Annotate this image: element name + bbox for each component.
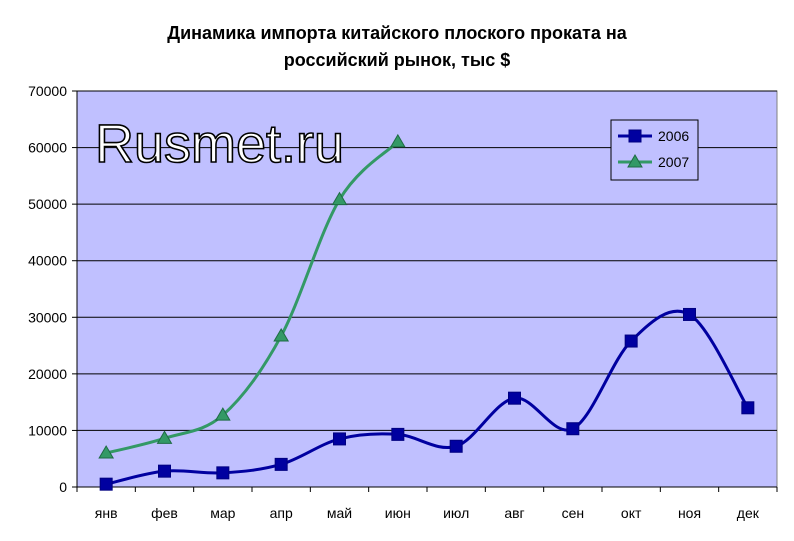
y-tick-label: 10000 bbox=[28, 422, 67, 438]
data-point-2006 bbox=[508, 391, 521, 405]
chart-title-line-1: Динамика импорта китайского плоского про… bbox=[167, 23, 627, 43]
data-point-2006 bbox=[624, 334, 638, 348]
x-tick-label: апр bbox=[270, 505, 293, 521]
x-tick-label: ноя bbox=[678, 505, 701, 521]
x-tick-label: дек bbox=[737, 505, 760, 521]
x-tick-label: янв bbox=[95, 505, 118, 521]
x-tick-label: июн bbox=[385, 505, 411, 521]
x-tick-label: фев bbox=[151, 505, 178, 521]
legend-item-2006: 2006 bbox=[618, 128, 689, 144]
series-2006 bbox=[99, 307, 755, 491]
data-point-2006 bbox=[449, 439, 463, 453]
data-point-2006 bbox=[741, 401, 755, 415]
y-tick-label: 20000 bbox=[28, 366, 67, 382]
legend-label: 2006 bbox=[658, 128, 689, 144]
x-tick-label: окт bbox=[621, 505, 642, 521]
data-point-2007 bbox=[331, 191, 348, 206]
y-tick-label: 40000 bbox=[28, 253, 67, 269]
x-tick-label: мар bbox=[210, 505, 235, 521]
chart-title-line-2: российский рынок, тыс $ bbox=[284, 50, 511, 70]
data-point-2007 bbox=[389, 133, 406, 148]
legend-label: 2007 bbox=[658, 154, 689, 170]
data-point-2006 bbox=[391, 427, 405, 441]
x-tick-label: июл bbox=[443, 505, 469, 521]
data-point-2006 bbox=[99, 477, 113, 491]
data-point-2006 bbox=[333, 432, 346, 446]
data-point-2006 bbox=[274, 457, 288, 471]
y-tick-label: 50000 bbox=[28, 196, 67, 212]
data-point-2006 bbox=[216, 466, 230, 480]
y-tick-label: 30000 bbox=[28, 309, 67, 325]
data-point-2007 bbox=[214, 407, 231, 421]
series-2007 bbox=[98, 133, 406, 459]
legend-marker bbox=[627, 154, 643, 168]
y-tick-label: 70000 bbox=[28, 83, 67, 99]
legend-marker bbox=[628, 129, 642, 143]
watermark: Rusmet.ru bbox=[95, 114, 344, 174]
y-tick-label: 60000 bbox=[28, 140, 67, 156]
data-point-2007 bbox=[273, 327, 290, 342]
data-point-2007 bbox=[156, 430, 173, 444]
legend-box bbox=[610, 119, 699, 181]
x-tick-label: сен bbox=[562, 505, 585, 521]
y-tick-label: 0 bbox=[59, 479, 67, 495]
data-point-2007 bbox=[98, 445, 115, 459]
legend: 2006 2007 bbox=[610, 119, 699, 181]
data-point-2006 bbox=[158, 464, 171, 478]
data-point-2006 bbox=[566, 422, 580, 436]
data-point-2006 bbox=[683, 307, 696, 321]
axes: 0 10000 20000 30000 40000 50000 60000 70000 янв ф… bbox=[28, 83, 778, 521]
x-tick-label: авг bbox=[504, 505, 524, 521]
x-tick-label: май bbox=[327, 505, 352, 521]
series-layer bbox=[98, 133, 755, 491]
legend-item-2007: 2007 bbox=[618, 154, 689, 170]
